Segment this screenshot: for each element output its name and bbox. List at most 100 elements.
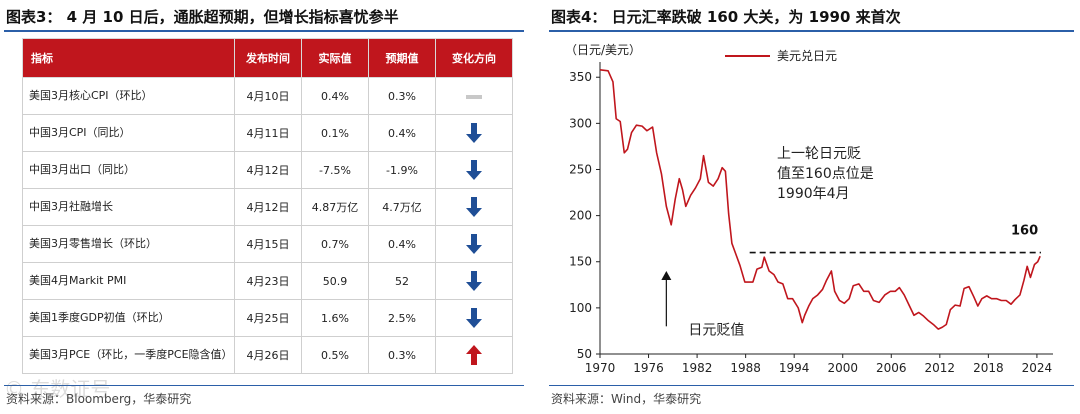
header-expected: 预期值 (368, 38, 436, 78)
expected-cell: 0.4% (368, 114, 436, 152)
x-tick-label: 2000 (827, 361, 858, 375)
x-tick-label: 1994 (779, 361, 810, 375)
actual-cell: 4.87万亿 (301, 188, 369, 226)
indicator-cell: 中国3月CPI（同比） (22, 114, 235, 152)
x-tick-label: 2018 (973, 361, 1004, 375)
table-row: 中国3月社融增长 4月12日 4.87万亿 4.7万亿 (22, 188, 513, 226)
watermark-logo: © 东数证号 (4, 377, 110, 401)
right-title-rule (549, 30, 1074, 32)
down-arrow-icon (466, 308, 482, 328)
y-tick-label: 150 (569, 255, 592, 269)
y-tick-label: 100 (569, 301, 592, 315)
x-tick-label: 2006 (876, 361, 907, 375)
date-cell: 4月12日 (234, 188, 302, 226)
header-date: 发布时间 (234, 38, 302, 78)
x-tick-label: 1976 (633, 361, 664, 375)
annotation-1990-text: 值至160点位是 (777, 166, 874, 182)
table-row: 美国3月PCE（环比，一季度PCE隐含值） 4月26日 0.5% 0.3% (22, 336, 513, 374)
header-actual: 实际值 (301, 38, 369, 78)
x-tick-label: 1970 (585, 361, 616, 375)
left-panel-title: 图表3： 4 月 10 日后，通胀超预期，但增长指标喜忧参半 (6, 8, 399, 26)
series-line-usdjpy (599, 69, 1041, 330)
direction-cell (435, 225, 513, 263)
x-tick-label: 1982 (682, 361, 713, 375)
indicator-cell: 美国1季度GDP初值（环比） (22, 299, 235, 337)
direction-cell (435, 262, 513, 300)
header-indicator: 指标 (22, 38, 235, 78)
down-arrow-icon (466, 271, 482, 291)
watermark-text: © 东数证号 (4, 377, 110, 401)
expected-cell: 0.3% (368, 77, 436, 115)
y-tick-label: 300 (569, 116, 592, 130)
table-row: 美国3月零售增长（环比） 4月15日 0.7% 0.4% (22, 225, 513, 263)
down-arrow-icon (466, 123, 482, 143)
direction-cell (435, 77, 513, 115)
expected-cell: -1.9% (368, 151, 436, 189)
direction-cell (435, 114, 513, 152)
legend-label: 美元兑日元 (777, 49, 837, 63)
x-tick-label: 2012 (925, 361, 956, 375)
indicator-table: 指标 发布时间 实际值 预期值 变化方向 美国3月核心CPI（环比） 4月10日 0… (22, 38, 513, 374)
expected-cell: 52 (368, 262, 436, 300)
down-arrow-icon (466, 197, 482, 217)
annotation-160-label: 160 (1011, 224, 1038, 239)
down-arrow-icon (466, 234, 482, 254)
date-cell: 4月25日 (234, 299, 302, 337)
y-tick-label: 350 (569, 70, 592, 84)
table-row: 美国1季度GDP初值（环比） 4月25日 1.6% 2.5% (22, 299, 513, 337)
y-tick-label: 250 (569, 162, 592, 176)
table-row: 美国3月核心CPI（环比） 4月10日 0.4% 0.3% (22, 77, 513, 115)
indicator-cell: 中国3月社融增长 (22, 188, 235, 226)
x-tick-label: 1988 (730, 361, 761, 375)
indicator-cell: 美国4月Markit PMI (22, 262, 235, 300)
direction-cell (435, 336, 513, 374)
actual-cell: 0.4% (301, 77, 369, 115)
y-axis-label: （日元/美元） (565, 43, 641, 57)
table-header-row: 指标 发布时间 实际值 预期值 变化方向 (22, 38, 513, 78)
depreciation-arrow-head (661, 270, 672, 280)
table-row: 美国4月Markit PMI 4月23日 50.9 52 (22, 262, 513, 300)
actual-cell: 0.1% (301, 114, 369, 152)
annotation-1990-text: 1990年4月 (777, 186, 850, 202)
expected-cell: 4.7万亿 (368, 188, 436, 226)
left-bottom-rule (4, 385, 524, 386)
direction-cell (435, 299, 513, 337)
table-row: 中国3月出口（同比） 4月12日 -7.5% -1.9% (22, 151, 513, 189)
table-row: 中国3月CPI（同比） 4月11日 0.1% 0.4% (22, 114, 513, 152)
expected-cell: 0.4% (368, 225, 436, 263)
indicator-cell: 美国3月零售增长（环比） (22, 225, 235, 263)
direction-cell (435, 188, 513, 226)
date-cell: 4月26日 (234, 336, 302, 374)
left-source: 资料来源：Bloomberg，华泰研究 (6, 392, 192, 406)
y-tick-label: 50 (577, 347, 592, 361)
actual-cell: -7.5% (301, 151, 369, 189)
x-tick-label: 2024 (1022, 361, 1053, 375)
right-bottom-rule (549, 385, 1074, 386)
indicator-cell: 美国3月PCE（环比，一季度PCE隐含值） (22, 336, 235, 374)
right-panel-title: 图表4： 日元汇率跌破 160 大关，为 1990 来首次 (551, 8, 901, 26)
date-cell: 4月23日 (234, 262, 302, 300)
date-cell: 4月15日 (234, 225, 302, 263)
flat-dash-icon (466, 94, 482, 99)
actual-cell: 1.6% (301, 299, 369, 337)
expected-cell: 0.3% (368, 336, 436, 374)
down-arrow-icon (466, 160, 482, 180)
annotation-depreciation-text: 日元贬值 (688, 322, 744, 338)
actual-cell: 0.5% (301, 336, 369, 374)
header-direction: 变化方向 (435, 38, 513, 78)
right-source: 资料来源：Wind，华泰研究 (551, 392, 702, 406)
direction-cell (435, 151, 513, 189)
up-arrow-icon (466, 345, 482, 365)
usdjpy-chart: 50 100 150 200 250 300 350 1970 1976 1982 1988 1994… (565, 43, 1053, 375)
right-panel: 图表4： 日元汇率跌破 160 大关，为 1990 来首次 50 100 150 20… (545, 0, 1080, 414)
indicator-cell: 中国3月出口（同比） (22, 151, 235, 189)
date-cell: 4月12日 (234, 151, 302, 189)
actual-cell: 50.9 (301, 262, 369, 300)
y-tick-label: 200 (569, 209, 592, 223)
date-cell: 4月10日 (234, 77, 302, 115)
date-cell: 4月11日 (234, 114, 302, 152)
left-title-rule (4, 30, 524, 32)
indicator-cell: 美国3月核心CPI（环比） (22, 77, 235, 115)
actual-cell: 0.7% (301, 225, 369, 263)
expected-cell: 2.5% (368, 299, 436, 337)
